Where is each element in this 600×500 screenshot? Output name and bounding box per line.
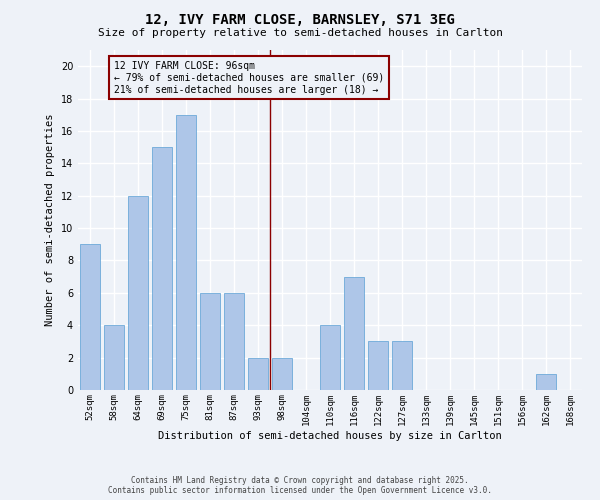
Text: Contains HM Land Registry data © Crown copyright and database right 2025.
Contai: Contains HM Land Registry data © Crown c… — [108, 476, 492, 495]
Bar — [320, 325, 340, 390]
Y-axis label: Number of semi-detached properties: Number of semi-detached properties — [45, 114, 55, 326]
Text: 12, IVY FARM CLOSE, BARNSLEY, S71 3EG: 12, IVY FARM CLOSE, BARNSLEY, S71 3EG — [145, 12, 455, 26]
Bar — [368, 342, 388, 390]
Text: 12 IVY FARM CLOSE: 96sqm
← 79% of semi-detached houses are smaller (69)
21% of s: 12 IVY FARM CLOSE: 96sqm ← 79% of semi-d… — [114, 62, 384, 94]
Bar — [248, 358, 268, 390]
X-axis label: Distribution of semi-detached houses by size in Carlton: Distribution of semi-detached houses by … — [158, 430, 502, 440]
Bar — [536, 374, 556, 390]
Bar — [80, 244, 100, 390]
Bar — [152, 147, 172, 390]
Bar — [392, 342, 412, 390]
Bar — [272, 358, 292, 390]
Bar — [224, 293, 244, 390]
Bar — [344, 276, 364, 390]
Bar — [128, 196, 148, 390]
Bar — [104, 325, 124, 390]
Text: Size of property relative to semi-detached houses in Carlton: Size of property relative to semi-detach… — [97, 28, 503, 38]
Bar — [176, 115, 196, 390]
Bar — [200, 293, 220, 390]
